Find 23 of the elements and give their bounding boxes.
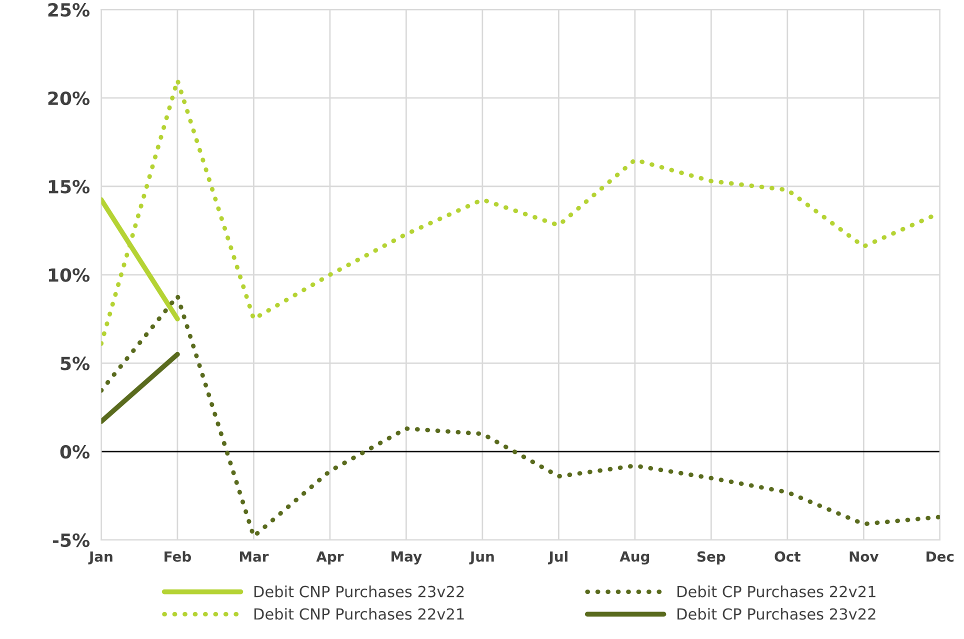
x-tick-label: Jun: [469, 551, 494, 564]
x-tick-label: May: [392, 551, 422, 565]
x-tick-label: Aug: [620, 551, 650, 565]
x-tick-label: Sep: [697, 551, 726, 565]
y-tick-label: -5%: [52, 533, 90, 548]
y-tick-label: 5%: [60, 356, 90, 370]
y-tick-label: 25%: [48, 3, 90, 17]
y-tick-label: 15%: [48, 180, 90, 194]
x-tick-label: Mar: [240, 551, 269, 562]
x-tick-label: Jan: [88, 551, 112, 564]
legend-label: Debit CNP Purchases 22v21: [254, 608, 464, 620]
x-tick-label: Nov: [850, 551, 879, 562]
x-tick-label: Feb: [164, 551, 191, 562]
x-tick-label: Apr: [316, 551, 344, 565]
x-tick-label: Dec: [926, 551, 954, 562]
y-tick-label: 0%: [60, 445, 90, 459]
legend-label: Debit CP Purchases 22v21: [677, 586, 876, 598]
legend-label: Debit CNP Purchases 23v22: [254, 586, 464, 598]
y-tick-label: 20%: [48, 91, 90, 106]
x-tick-label: Oct: [774, 551, 800, 562]
x-tick-label: Jul: [548, 551, 568, 564]
legend-label: Debit CP Purchases 23v22: [677, 608, 876, 620]
y-tick-label: 10%: [48, 268, 90, 282]
